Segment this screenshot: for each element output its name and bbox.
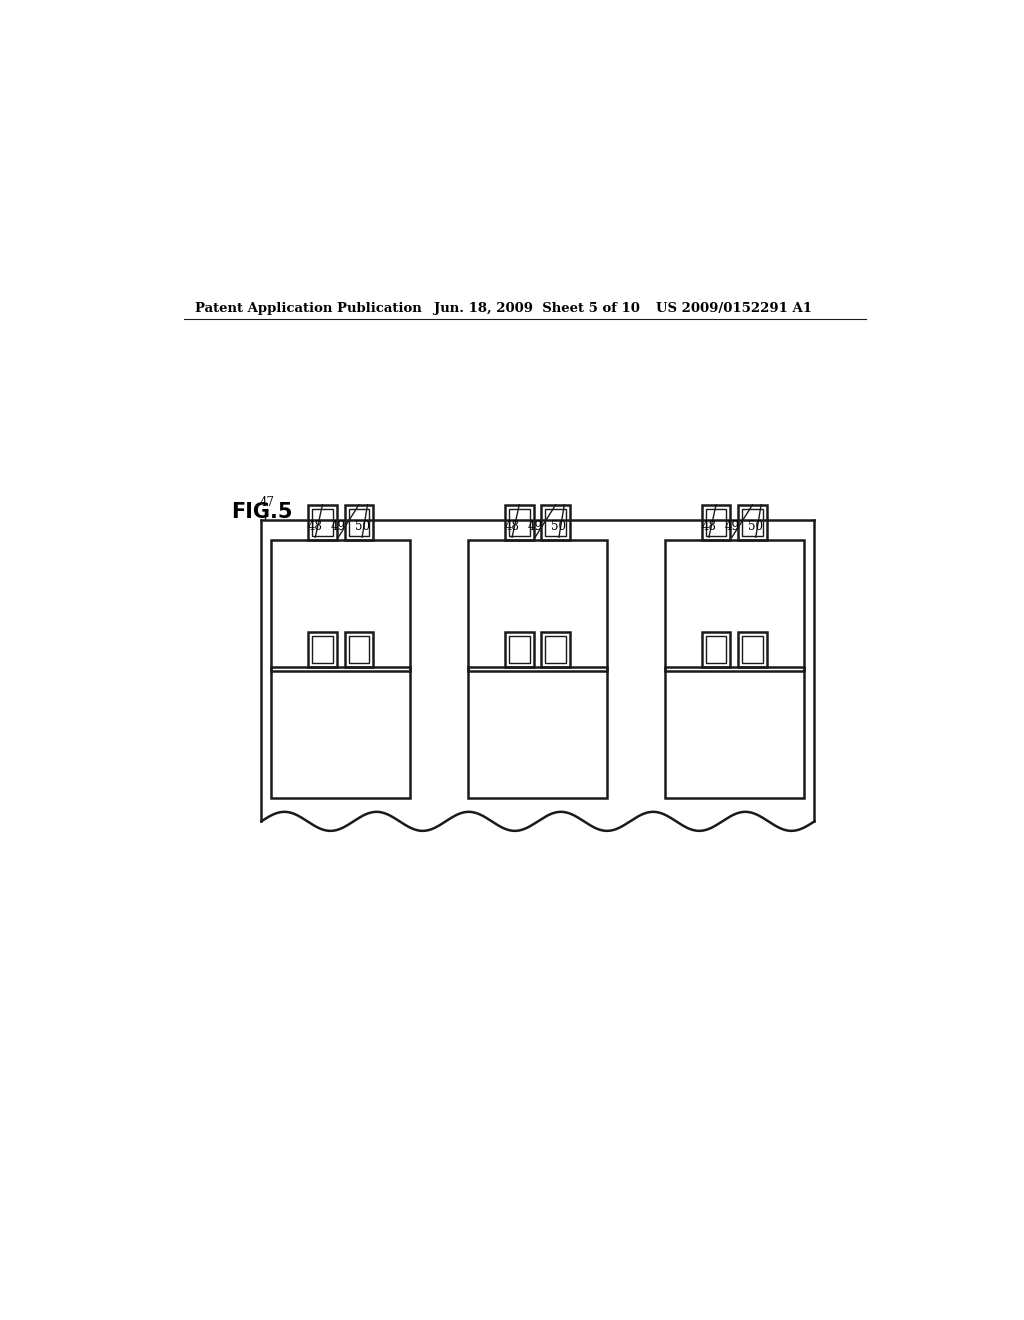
Text: 50: 50: [749, 520, 763, 533]
Bar: [271, 540, 411, 671]
Bar: [271, 667, 411, 797]
Text: 47: 47: [259, 496, 274, 510]
Bar: [308, 632, 337, 667]
Text: FIG.5: FIG.5: [231, 502, 293, 521]
Text: 49: 49: [331, 520, 346, 533]
Bar: [345, 504, 373, 540]
Bar: [706, 508, 726, 536]
Text: 49: 49: [527, 520, 543, 533]
Text: 49: 49: [724, 520, 739, 533]
Bar: [706, 636, 726, 663]
Text: 48: 48: [505, 520, 519, 533]
Bar: [312, 636, 333, 663]
Bar: [348, 636, 370, 663]
Bar: [701, 632, 730, 667]
Text: 48: 48: [701, 520, 717, 533]
Bar: [468, 667, 607, 797]
Bar: [738, 504, 767, 540]
Bar: [701, 504, 730, 540]
Text: Patent Application Publication: Patent Application Publication: [196, 302, 422, 315]
Bar: [738, 632, 767, 667]
Text: US 2009/0152291 A1: US 2009/0152291 A1: [655, 302, 812, 315]
Bar: [542, 504, 570, 540]
Text: 50: 50: [354, 520, 370, 533]
Bar: [542, 632, 570, 667]
Bar: [546, 508, 566, 536]
Text: Jun. 18, 2009  Sheet 5 of 10: Jun. 18, 2009 Sheet 5 of 10: [433, 302, 639, 315]
Bar: [308, 504, 337, 540]
Bar: [348, 508, 370, 536]
Bar: [505, 504, 534, 540]
Bar: [665, 667, 804, 797]
Bar: [345, 632, 373, 667]
Bar: [665, 540, 804, 671]
Bar: [505, 632, 534, 667]
Text: 50: 50: [552, 520, 566, 533]
Bar: [742, 508, 763, 536]
Text: 48: 48: [308, 520, 323, 533]
Bar: [312, 508, 333, 536]
Bar: [509, 636, 529, 663]
Bar: [546, 636, 566, 663]
Bar: [509, 508, 529, 536]
Bar: [742, 636, 763, 663]
Bar: [468, 540, 607, 671]
